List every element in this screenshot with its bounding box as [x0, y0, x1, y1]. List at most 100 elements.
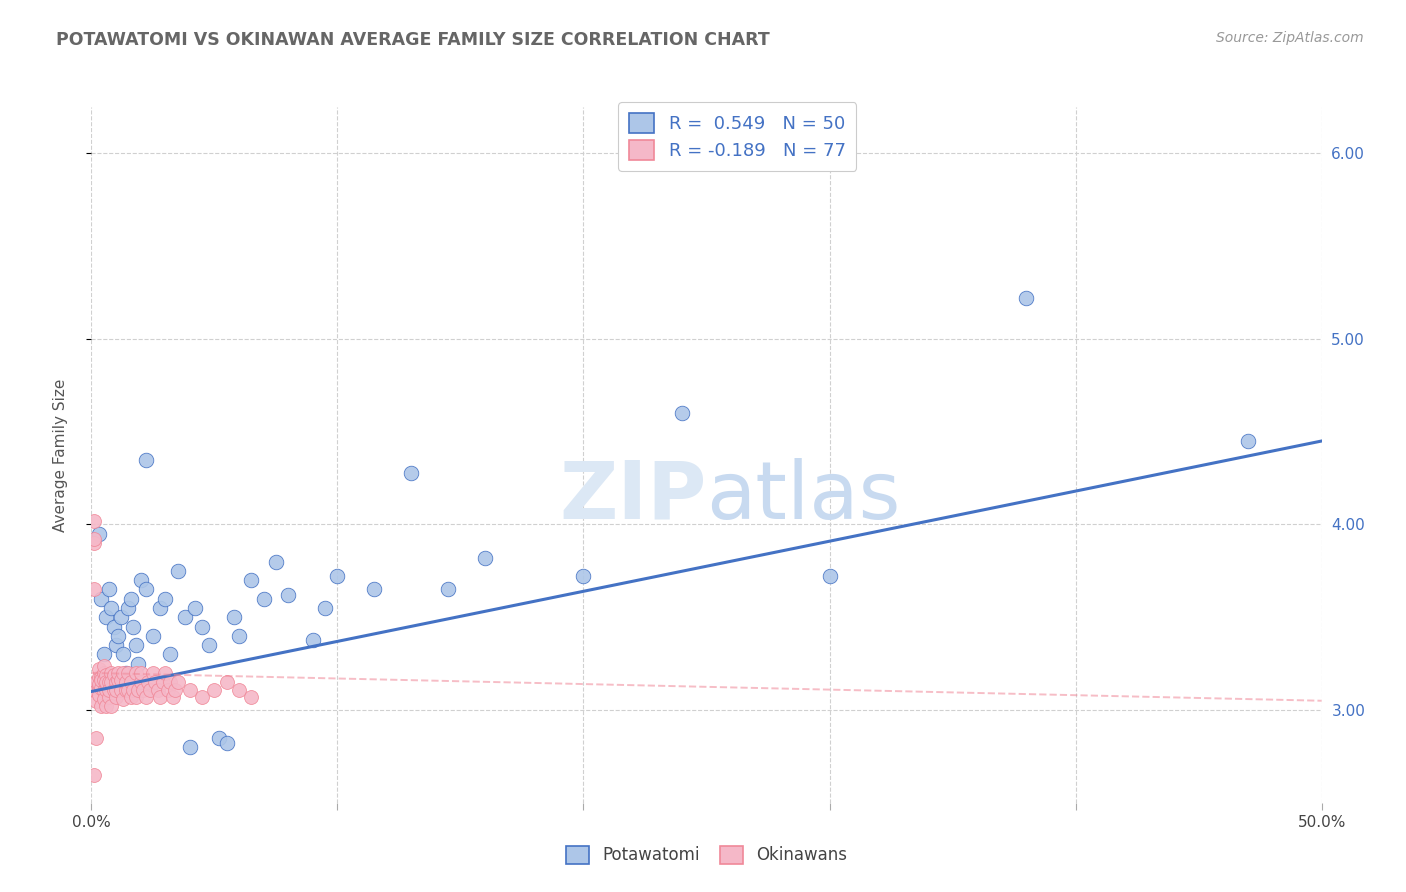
Point [110, 610, 132, 624]
Point [198, 638, 221, 652]
Point [363, 582, 385, 597]
Point [122, 619, 145, 633]
Point [114, 682, 138, 697]
Point [153, 591, 177, 606]
Point [114, 675, 138, 690]
Point [107, 665, 129, 680]
Point [1015, 291, 1038, 305]
Point [179, 740, 201, 755]
Point [90, 673, 112, 688]
Point [86, 694, 108, 708]
Point [127, 657, 149, 671]
Point [152, 675, 174, 690]
Point [142, 629, 165, 643]
Point [96, 675, 117, 690]
Point [97, 675, 120, 690]
Point [105, 690, 127, 704]
Point [208, 731, 231, 745]
Point [145, 675, 166, 690]
Point [215, 736, 238, 750]
Point [139, 682, 162, 697]
Point [314, 601, 336, 615]
Point [572, 569, 595, 583]
Point [277, 588, 299, 602]
Point [93, 673, 115, 688]
Point [105, 682, 127, 697]
Point [135, 690, 156, 704]
Point [153, 665, 177, 680]
Text: atlas: atlas [706, 458, 901, 536]
Point [149, 690, 172, 704]
Point [124, 690, 146, 704]
Y-axis label: Average Family Size: Average Family Size [53, 378, 67, 532]
Point [83, 768, 105, 782]
Point [120, 675, 142, 690]
Point [100, 699, 122, 714]
Point [97, 682, 120, 697]
Point [90, 591, 112, 606]
Point [135, 452, 156, 467]
Point [100, 665, 122, 680]
Point [83, 536, 105, 550]
Point [114, 665, 138, 680]
Point [86, 675, 108, 690]
Point [93, 648, 115, 662]
Point [112, 665, 135, 680]
Point [105, 638, 127, 652]
Point [86, 684, 108, 698]
Point [191, 619, 214, 633]
Point [100, 675, 122, 690]
Point [326, 569, 349, 583]
Point [105, 675, 127, 690]
Point [120, 690, 142, 704]
Point [87, 681, 110, 695]
Point [135, 582, 156, 597]
Point [97, 582, 120, 597]
Point [174, 610, 197, 624]
Point [90, 670, 112, 684]
Point [162, 690, 184, 704]
Point [124, 638, 146, 652]
Point [253, 591, 276, 606]
Point [103, 682, 125, 697]
Point [129, 573, 152, 587]
Point [96, 610, 117, 624]
Point [93, 684, 115, 698]
Point [93, 665, 115, 680]
Point [149, 601, 172, 615]
Point [264, 555, 287, 569]
Point [110, 682, 132, 697]
Point [179, 682, 201, 697]
Point [474, 550, 496, 565]
Point [86, 731, 108, 745]
Point [96, 699, 117, 714]
Point [163, 682, 186, 697]
Point [100, 601, 122, 615]
Point [87, 670, 110, 684]
Point [122, 682, 145, 697]
Point [103, 619, 125, 633]
Point [166, 564, 188, 578]
Point [146, 682, 169, 697]
Point [142, 665, 165, 680]
Point [240, 573, 263, 587]
Point [215, 675, 238, 690]
Point [202, 682, 225, 697]
Point [117, 665, 139, 680]
Point [97, 690, 120, 704]
Point [818, 569, 841, 583]
Point [183, 601, 207, 615]
Point [83, 533, 105, 547]
Point [437, 582, 460, 597]
Point [96, 682, 117, 697]
Point [112, 648, 135, 662]
Text: POTAWATOMI VS OKINAWAN AVERAGE FAMILY SIZE CORRELATION CHART: POTAWATOMI VS OKINAWAN AVERAGE FAMILY SI… [56, 31, 770, 49]
Point [301, 632, 323, 647]
Point [228, 682, 250, 697]
Point [156, 682, 179, 697]
Point [132, 682, 155, 697]
Point [129, 665, 152, 680]
Point [87, 662, 110, 676]
Text: ZIP: ZIP [560, 458, 706, 536]
Point [129, 675, 152, 690]
